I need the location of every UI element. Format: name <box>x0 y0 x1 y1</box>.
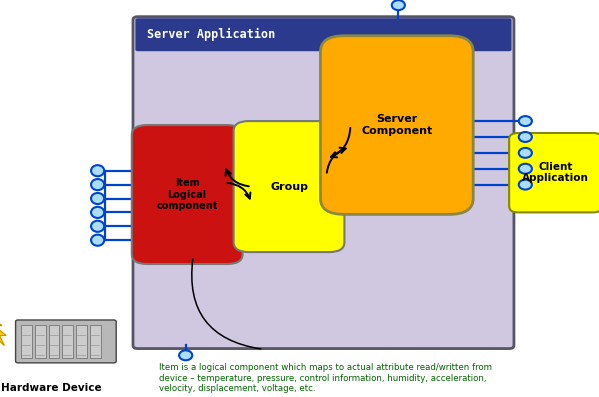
Ellipse shape <box>519 148 532 158</box>
Text: Client
Application: Client Application <box>522 162 589 183</box>
Ellipse shape <box>91 235 104 246</box>
FancyBboxPatch shape <box>132 125 243 264</box>
Ellipse shape <box>392 0 405 10</box>
Text: Server Application: Server Application <box>147 28 275 41</box>
Text: Item is a logical component which maps to actual attribute read/written from
dev: Item is a logical component which maps t… <box>159 363 492 393</box>
Ellipse shape <box>91 179 104 190</box>
Bar <box>49 325 59 358</box>
Bar <box>35 325 46 358</box>
FancyBboxPatch shape <box>133 17 514 349</box>
Bar <box>62 325 73 358</box>
Ellipse shape <box>519 132 532 142</box>
Bar <box>138 35 509 50</box>
Ellipse shape <box>91 207 104 218</box>
FancyBboxPatch shape <box>234 121 344 252</box>
FancyBboxPatch shape <box>509 133 599 212</box>
Ellipse shape <box>519 164 532 174</box>
Bar <box>76 325 87 358</box>
Ellipse shape <box>519 116 532 126</box>
Text: Group: Group <box>270 181 308 192</box>
FancyBboxPatch shape <box>135 18 512 51</box>
Text: Server
Component: Server Component <box>361 114 432 136</box>
Ellipse shape <box>519 179 532 190</box>
Polygon shape <box>0 318 6 345</box>
Text: Item
Logical
component: Item Logical component <box>156 178 218 211</box>
Bar <box>21 325 32 358</box>
Ellipse shape <box>91 221 104 232</box>
Ellipse shape <box>91 193 104 204</box>
Ellipse shape <box>179 351 192 360</box>
Bar <box>90 325 101 358</box>
Text: Hardware Device: Hardware Device <box>1 383 101 393</box>
FancyBboxPatch shape <box>16 320 116 363</box>
FancyBboxPatch shape <box>320 36 473 214</box>
Ellipse shape <box>91 165 104 176</box>
